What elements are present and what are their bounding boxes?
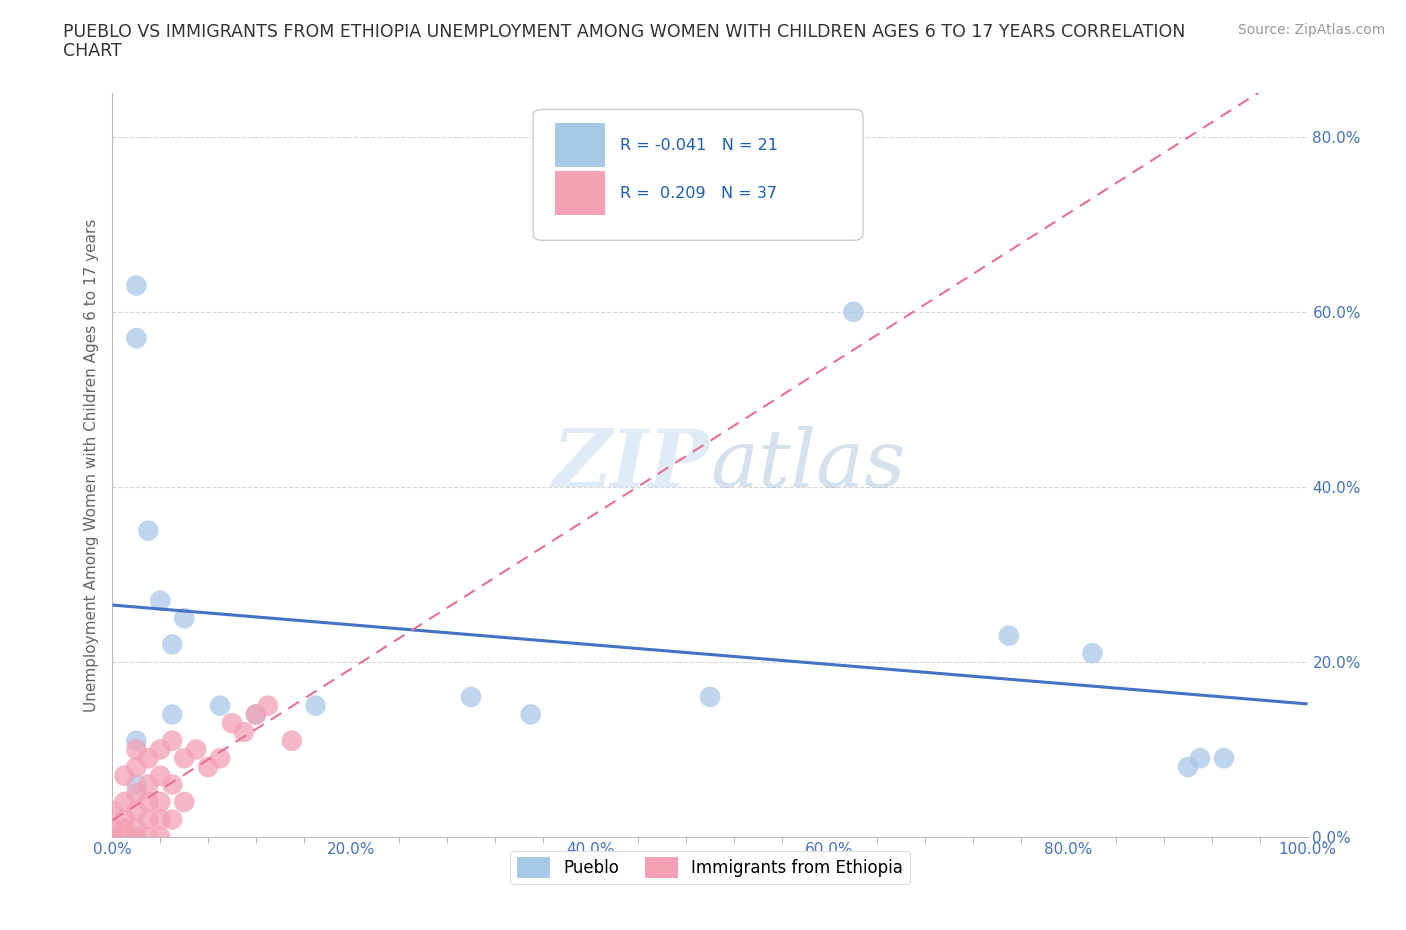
Point (173, 611, 195, 626)
Text: atlas: atlas (710, 426, 905, 504)
Point (125, 786, 148, 801)
Point (162, 637, 183, 652)
Point (520, 707, 543, 722)
Point (149, 794, 172, 809)
Text: R =  0.209   N = 37: R = 0.209 N = 37 (620, 186, 778, 201)
Point (125, 278, 148, 293)
Text: PUEBLO VS IMMIGRANTS FROM ETHIOPIA UNEMPLOYMENT AMONG WOMEN WITH CHILDREN AGES 6: PUEBLO VS IMMIGRANTS FROM ETHIOPIA UNEMP… (63, 23, 1185, 41)
Point (221, 716, 243, 731)
Point (257, 698, 280, 713)
Point (162, 777, 183, 792)
Point (125, 830, 148, 844)
Point (173, 794, 195, 809)
Point (114, 794, 135, 809)
Point (138, 751, 160, 765)
Point (138, 524, 160, 538)
Point (209, 751, 232, 765)
Point (149, 830, 172, 844)
Point (125, 733, 148, 748)
Point (1177, 760, 1199, 775)
Point (114, 768, 135, 783)
Point (125, 777, 148, 792)
Point (1189, 751, 1212, 765)
Point (138, 777, 160, 792)
Text: Source: ZipAtlas.com: Source: ZipAtlas.com (1237, 23, 1385, 37)
Point (1081, 645, 1104, 660)
Point (281, 733, 304, 748)
Point (125, 760, 148, 775)
Y-axis label: Unemployment Among Women with Children Ages 6 to 17 years: Unemployment Among Women with Children A… (83, 219, 98, 711)
Point (460, 689, 482, 704)
Point (305, 698, 328, 713)
Point (125, 331, 148, 346)
Point (842, 304, 865, 319)
Point (101, 821, 124, 836)
Text: CHART: CHART (63, 42, 122, 60)
Point (162, 707, 183, 722)
Point (162, 812, 183, 827)
Point (186, 742, 208, 757)
Point (245, 707, 267, 722)
Point (114, 830, 135, 844)
Text: ZIP: ZIP (553, 426, 710, 504)
Point (138, 794, 160, 809)
Point (125, 821, 148, 836)
Point (233, 724, 256, 739)
Point (149, 812, 172, 827)
Point (101, 804, 124, 818)
Point (149, 742, 172, 757)
FancyBboxPatch shape (533, 110, 863, 240)
Point (114, 812, 135, 827)
Point (114, 821, 135, 836)
Point (699, 689, 721, 704)
Point (125, 804, 148, 818)
Point (149, 593, 172, 608)
Point (209, 698, 232, 713)
Point (138, 812, 160, 827)
FancyBboxPatch shape (554, 171, 605, 216)
Point (162, 733, 183, 748)
FancyBboxPatch shape (554, 123, 605, 167)
Point (998, 629, 1021, 644)
Point (101, 830, 124, 844)
Point (173, 751, 195, 765)
Point (125, 742, 148, 757)
Point (245, 707, 267, 722)
Text: R = -0.041   N = 21: R = -0.041 N = 21 (620, 138, 779, 153)
Point (1213, 751, 1236, 765)
Legend: Pueblo, Immigrants from Ethiopia: Pueblo, Immigrants from Ethiopia (510, 851, 910, 884)
Point (149, 768, 172, 783)
Point (197, 760, 219, 775)
Point (138, 830, 160, 844)
